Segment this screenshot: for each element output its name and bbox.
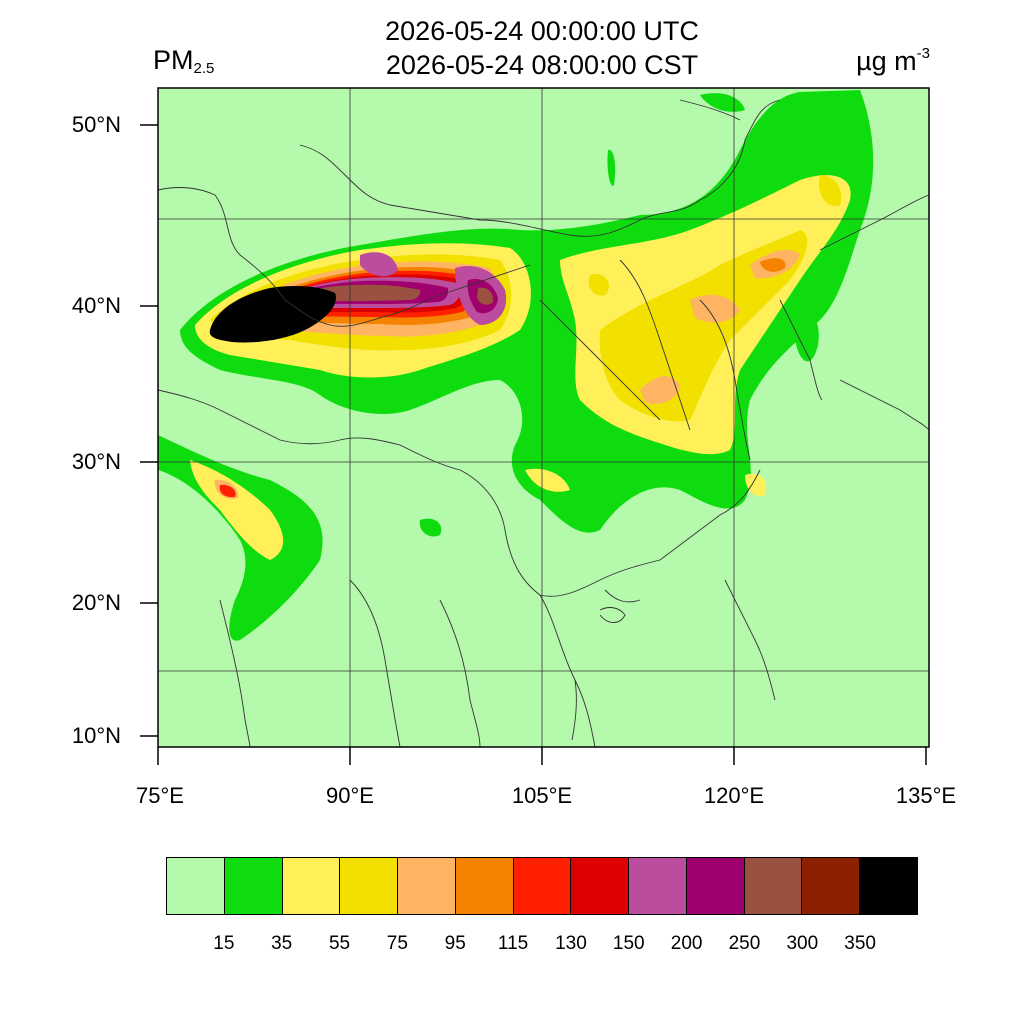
colorbar-swatch-7 (571, 858, 630, 914)
colorbar-swatch-8 (629, 858, 687, 914)
level-black-regions (209, 285, 336, 343)
lon-label-105e: 105°E (511, 783, 573, 808)
unit-label: µg m-3 (856, 45, 930, 77)
colorbar-swatch-11 (802, 858, 861, 914)
lat-label-30n: 30°N (71, 449, 121, 474)
variable-subscript: 2.5 (193, 60, 215, 77)
colorbar-label-15: 15 (213, 933, 235, 954)
colorbar-label-250: 250 (728, 933, 761, 954)
colorbar-swatch-6 (513, 858, 572, 914)
lon-label-90e: 90°E (326, 783, 374, 808)
axis-ticks (140, 124, 927, 765)
colorbar-label-115: 115 (497, 933, 529, 954)
colorbar-swatch-1 (224, 858, 283, 914)
colorbar-label-200: 200 (670, 933, 703, 954)
lat-label-10n: 10°N (71, 723, 121, 748)
unit-superscript: -3 (916, 45, 930, 62)
colorbar-swatch-0 (167, 858, 225, 914)
colorbar-label-75: 75 (386, 933, 408, 954)
title-line-utc: 2026-05-24 00:00:00 UTC (385, 16, 699, 46)
colorbar-label-55: 55 (328, 933, 351, 954)
lon-label-120e: 120°E (703, 783, 765, 808)
lon-label-135e: 135°E (895, 783, 957, 808)
lat-label-40n: 40°N (71, 293, 121, 318)
colorbar-label-95: 95 (444, 933, 466, 954)
variable-main: PM (153, 45, 194, 75)
colorbar-swatch-4 (398, 858, 456, 914)
lon-label-75e: 75°E (136, 783, 184, 808)
graticule (158, 88, 929, 747)
colorbar-label-35: 35 (271, 933, 293, 954)
concentration-field (158, 90, 874, 641)
colorbar-swatch-10 (744, 858, 803, 914)
title-line-cst: 2026-05-24 08:00:00 CST (385, 50, 699, 80)
variable-label: PM2.5 (153, 45, 214, 77)
colorbar-label-150: 150 (612, 933, 645, 954)
unit-main: µg m (856, 46, 917, 76)
colorbar-swatch-9 (686, 858, 745, 914)
colorbar-label-350: 350 (844, 933, 876, 954)
colorbar-label-130: 130 (555, 933, 587, 954)
colorbar-label-300: 300 (786, 933, 819, 954)
lat-label-20n: 20°N (71, 590, 121, 615)
colorbar-swatch-2 (282, 858, 341, 914)
colorbar (166, 857, 918, 915)
colorbar-swatch-3 (340, 858, 399, 914)
map-frame (157, 87, 930, 748)
colorbar-swatch-12 (860, 858, 917, 914)
colorbar-swatch-5 (455, 858, 514, 914)
lat-label-50n: 50°N (71, 112, 121, 137)
